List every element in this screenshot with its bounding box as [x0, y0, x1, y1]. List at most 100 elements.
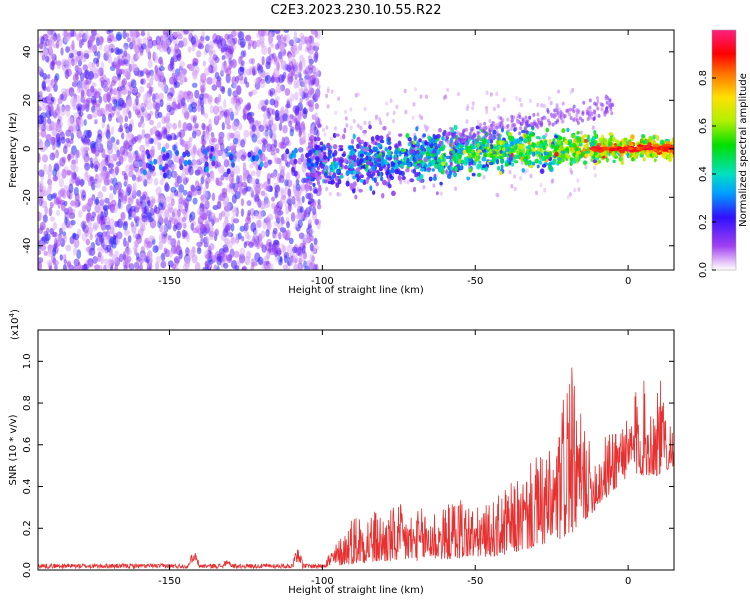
spectrogram-xtick-label: -150	[158, 276, 181, 287]
spectrogram-point	[139, 86, 145, 93]
spectrogram-point	[204, 199, 210, 210]
spectrogram-point	[449, 161, 453, 167]
spectrogram-point	[254, 195, 260, 202]
spectrogram-point	[288, 39, 295, 47]
spectrogram-point	[183, 111, 190, 120]
spectrogram-point	[241, 266, 247, 270]
spectrogram-point	[122, 107, 129, 117]
spectrogram-point	[628, 153, 633, 158]
spectrogram-point	[170, 46, 174, 53]
spectrogram-point	[308, 219, 312, 227]
spectrogram-point	[518, 151, 524, 156]
spectrogram-point	[316, 179, 321, 186]
spectrogram-point	[492, 150, 496, 155]
spectrogram-point	[564, 152, 569, 158]
spectrogram-point	[413, 157, 417, 163]
spectrogram-point	[155, 255, 162, 263]
spectrogram-point	[554, 108, 558, 113]
spectrogram-point	[449, 139, 453, 144]
spectrogram-point	[176, 230, 182, 239]
spectrogram-point	[73, 57, 78, 66]
spectrogram-point	[164, 142, 170, 150]
spectrogram-point	[431, 168, 435, 172]
spectrogram-point	[206, 94, 213, 103]
spectrogram-point	[274, 43, 280, 51]
spectrogram-point	[256, 132, 261, 139]
spectrogram-point	[575, 156, 579, 163]
spectrogram-point	[555, 103, 559, 108]
spectrogram-point	[277, 210, 284, 216]
spectrogram-point	[129, 30, 134, 38]
spectrogram-point	[367, 151, 372, 156]
spectrogram-point	[157, 192, 162, 203]
spectrogram-point	[422, 161, 425, 166]
spectrogram-point	[157, 141, 162, 151]
spectrogram-point	[134, 204, 140, 211]
spectrogram-point	[153, 52, 158, 60]
spectrogram-point	[128, 214, 132, 221]
spectrogram-point	[120, 60, 125, 67]
spectrogram-point	[246, 200, 252, 206]
spectrogram-point	[403, 179, 407, 184]
spectrogram-point	[126, 183, 133, 194]
spectrogram-point	[478, 126, 482, 131]
spectrogram-point	[173, 31, 178, 38]
spectrogram-point	[472, 141, 476, 146]
spectrogram-point	[412, 186, 417, 193]
spectrogram-point	[522, 138, 528, 144]
spectrogram-point	[322, 151, 327, 156]
spectrogram-point	[225, 116, 231, 124]
spectrogram-point	[345, 170, 350, 177]
spectrogram-point	[41, 154, 49, 163]
spectrogram-point	[55, 40, 60, 49]
spectrogram-point	[453, 134, 457, 139]
spectrogram-point	[513, 174, 517, 179]
spectrogram-point	[424, 94, 428, 99]
spectrogram-point	[482, 175, 486, 180]
spectrogram-point	[512, 122, 516, 127]
spectrogram-point	[116, 139, 120, 146]
spectrogram-point	[318, 153, 323, 159]
spectrogram-point	[107, 258, 112, 268]
spectrogram-point	[265, 56, 272, 66]
spectrogram-point	[434, 145, 439, 150]
spectrogram-point	[258, 124, 265, 133]
spectrogram-point	[114, 47, 120, 55]
spectrogram-point	[628, 140, 633, 147]
spectrogram-point	[144, 205, 150, 215]
spectrogram-point	[237, 66, 245, 76]
spectrogram-point	[118, 48, 124, 54]
spectrogram-point	[168, 249, 174, 258]
spectrogram-point	[596, 146, 603, 150]
spectrogram-point	[56, 235, 63, 245]
spectrogram-point	[158, 164, 163, 171]
spectrogram-point	[322, 127, 326, 133]
spectrogram-point	[51, 62, 55, 71]
spectrogram-point	[165, 196, 172, 203]
spectrogram-point	[256, 219, 262, 229]
spectrogram-point	[250, 57, 255, 65]
spectrogram-point	[575, 113, 579, 118]
spectrogram-ytick-label: 0	[22, 146, 33, 152]
spectrogram-ytick-label: -40	[22, 238, 33, 254]
spectrogram-point	[223, 98, 227, 109]
spectrogram-point	[172, 171, 178, 178]
spectrogram-point	[289, 129, 294, 137]
spectrogram-point	[298, 253, 305, 262]
spectrogram-point	[304, 182, 311, 192]
spectrogram-xtick-label: -50	[467, 276, 483, 287]
spectrogram-point	[122, 221, 128, 231]
spectrogram-point	[150, 71, 155, 81]
spectrogram-point	[274, 157, 280, 165]
spectrogram-point	[394, 163, 399, 170]
spectrogram-point	[331, 174, 335, 180]
spectrogram-point	[254, 155, 259, 162]
spectrogram-point	[385, 170, 390, 175]
spectrogram-point	[580, 151, 584, 157]
spectrogram-point	[84, 30, 89, 40]
spectrogram-point	[337, 96, 341, 101]
spectrogram-point	[228, 173, 234, 183]
spectrogram-point	[336, 161, 341, 166]
spectrogram-point	[412, 163, 417, 167]
